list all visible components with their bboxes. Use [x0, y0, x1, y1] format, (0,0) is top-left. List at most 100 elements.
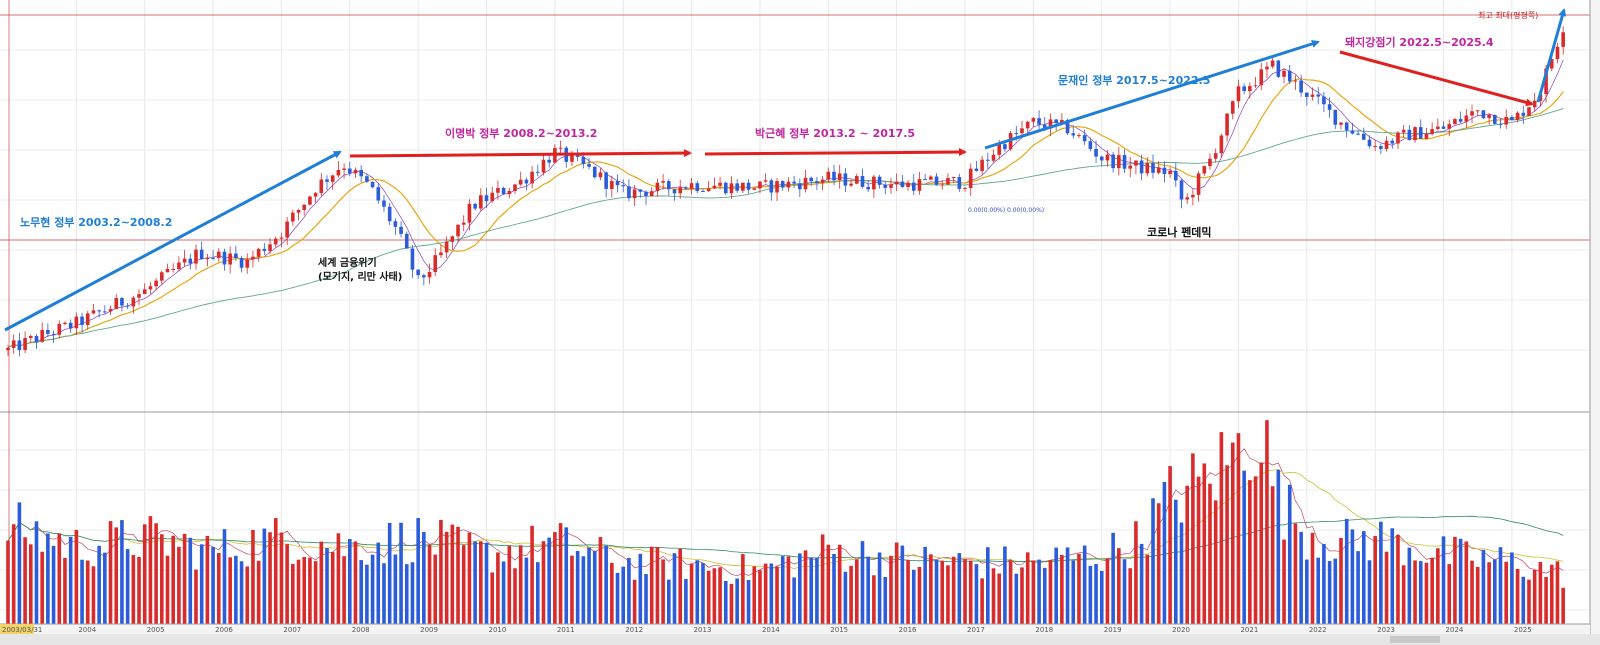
x-tick-label: 2024: [1446, 626, 1464, 634]
candle-body: [1447, 124, 1452, 129]
candle-body: [46, 329, 50, 334]
volume-bar: [1436, 548, 1440, 624]
candle-body: [706, 188, 711, 192]
candle-body: [1441, 126, 1446, 129]
volume-bar: [365, 564, 369, 624]
volume-bar: [570, 555, 574, 624]
candle-body: [695, 183, 700, 192]
candle-body: [1025, 121, 1030, 129]
candle-body: [1322, 96, 1326, 105]
volume-bar: [1014, 573, 1019, 624]
volume-bar: [479, 541, 483, 624]
volume-bar: [1527, 579, 1531, 624]
candle-body: [1248, 86, 1252, 92]
candle-body: [456, 224, 460, 237]
x-tick-label: 2012: [625, 626, 643, 634]
volume-bar: [615, 572, 620, 624]
volume-bar: [638, 553, 643, 624]
volume-bar: [11, 524, 16, 624]
volume-bar: [1458, 538, 1463, 624]
candle-body: [490, 192, 495, 202]
candle-body: [1173, 170, 1178, 181]
candle-body: [849, 183, 853, 186]
candle-body: [222, 251, 227, 265]
candle-body: [1156, 167, 1161, 173]
volume-bar: [382, 563, 386, 624]
candle-body: [598, 172, 603, 178]
park-government-label: 박근혜 정부 2013.2 ~ 2017.5: [755, 126, 915, 140]
scrollbar-thumb[interactable]: [1390, 636, 1440, 643]
candle-body: [649, 191, 654, 197]
volume-bar: [251, 529, 255, 624]
volume-bar: [843, 571, 848, 624]
volume-bar: [450, 524, 455, 624]
volume-bar: [461, 545, 466, 624]
volume-bar: [1361, 531, 1366, 624]
candle-body: [1481, 110, 1486, 119]
candle-body: [194, 249, 198, 264]
candle-body: [923, 179, 927, 181]
volume-bar: [997, 573, 1002, 624]
candle-body: [262, 248, 267, 251]
candle-body: [28, 336, 33, 338]
candle-body: [991, 154, 996, 161]
candle-body: [535, 171, 540, 173]
candle-body: [1196, 173, 1201, 195]
candle-body: [1071, 133, 1076, 136]
candle-body: [308, 196, 312, 205]
candle-body: [712, 185, 717, 189]
candle-body: [1048, 119, 1053, 129]
volume-bar: [1202, 463, 1207, 624]
volume-bar: [649, 546, 654, 624]
volume-bar: [854, 559, 859, 624]
volume-bar: [1407, 547, 1412, 624]
volume-bar: [1282, 539, 1286, 624]
volume-bar: [968, 560, 973, 624]
volume-bar: [575, 550, 580, 624]
x-tick-label: 2018: [1035, 626, 1053, 634]
volume-bar: [496, 552, 500, 624]
volume-bar: [547, 537, 551, 624]
volume-bar: [957, 553, 962, 624]
candle-body: [1128, 165, 1133, 169]
volume-bar: [6, 540, 10, 624]
volume-bar: [444, 531, 449, 624]
candle-body: [1310, 94, 1315, 97]
volume-bar: [467, 532, 472, 624]
candle-body: [1515, 112, 1520, 120]
volume-bar: [1179, 522, 1184, 624]
volume-bar: [1196, 476, 1201, 624]
volume-bar: [553, 532, 557, 624]
volume-bar: [929, 554, 933, 624]
volume-bar: [120, 520, 124, 624]
volume-bar: [986, 547, 990, 624]
volume-bar: [837, 544, 842, 624]
candle-body: [1436, 126, 1440, 130]
candle-body: [746, 182, 751, 190]
candle-body: [342, 168, 346, 170]
candle-body: [433, 255, 438, 273]
candle-body: [148, 286, 153, 290]
volume-bar: [80, 559, 84, 624]
candle-body: [541, 159, 546, 173]
candle-body: [1082, 135, 1087, 142]
volume-bar: [23, 537, 27, 624]
start-date-label: 2003/03/31: [2, 626, 42, 634]
volume-bar: [883, 577, 888, 624]
volume-bar: [1344, 518, 1349, 624]
x-tick-label: 2019: [1104, 626, 1122, 634]
volume-bar: [1544, 577, 1548, 624]
x-tick-label: 2008: [352, 626, 370, 634]
volume-bar: [951, 556, 956, 624]
volume-bar: [291, 563, 295, 624]
volume-bar: [792, 577, 796, 624]
volume-bar: [644, 574, 648, 624]
volume-bar: [1481, 549, 1486, 624]
scrollbar[interactable]: [0, 634, 1600, 645]
candle-body: [1088, 141, 1093, 149]
lee-trend-arrow: [349, 149, 692, 158]
candle-body: [382, 200, 386, 207]
x-tick-label: 2016: [899, 626, 917, 634]
volume-bar: [91, 566, 96, 624]
candle-body: [1487, 114, 1491, 119]
